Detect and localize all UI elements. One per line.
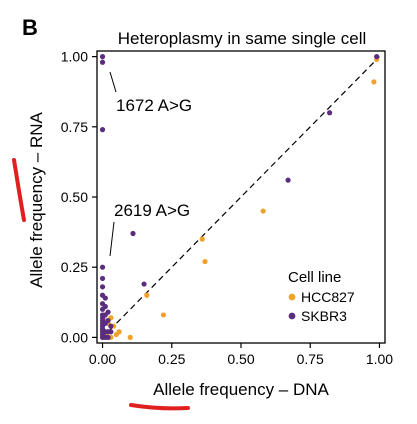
annotation-leader xyxy=(109,71,117,93)
legend: Cell line HCC827 SKBR3 xyxy=(288,269,355,324)
legend-swatch-hcc827 xyxy=(288,293,296,301)
legend-swatch-skbr3 xyxy=(288,312,296,320)
y-tick-label: 0.00 xyxy=(61,329,88,345)
annotation-label: 2619 A>G xyxy=(114,201,190,220)
point-hcc827 xyxy=(160,312,167,318)
annotation-leader xyxy=(109,221,115,257)
point-skbr3 xyxy=(99,264,106,270)
x-tick-label: 0.25 xyxy=(158,351,185,367)
x-tick-label: 0.75 xyxy=(297,351,324,367)
point-skbr3 xyxy=(327,110,333,116)
point-hcc827 xyxy=(199,236,205,242)
legend-label-skbr3: SKBR3 xyxy=(301,308,347,324)
point-skbr3 xyxy=(102,312,108,318)
pen-mark-horizontal xyxy=(129,403,190,411)
y-axis-label: Allele frequency – RNA xyxy=(27,111,46,287)
x-tick-label: 0.50 xyxy=(227,351,254,367)
point-skbr3 xyxy=(108,329,114,335)
legend-title: Cell line xyxy=(288,269,341,286)
point-hcc827 xyxy=(127,334,133,340)
x-tick-label: 1.00 xyxy=(366,351,393,367)
chart-title: Heteroplasmy in same single cell xyxy=(118,29,367,48)
point-skbr3 xyxy=(102,295,108,301)
diagonal-line xyxy=(102,56,380,338)
point-skbr3 xyxy=(105,317,111,324)
point-skbr3 xyxy=(99,54,106,60)
y-tick-label: 1.00 xyxy=(61,49,88,65)
point-skbr3 xyxy=(99,329,106,335)
data-points xyxy=(99,54,380,340)
point-skbr3 xyxy=(102,303,108,310)
legend-label-hcc827: HCC827 xyxy=(301,289,355,305)
point-hcc827 xyxy=(260,208,266,214)
point-skbr3 xyxy=(108,323,114,329)
axis-ticks: 0.00 0.25 0.50 0.75 1.00 0.00 0.25 0.50 0.75 1.00 xyxy=(61,49,394,367)
point-skbr3 xyxy=(99,59,106,65)
annotations: 1672 A>G 2619 A>G xyxy=(109,71,192,257)
point-skbr3 xyxy=(374,54,380,60)
point-skbr3 xyxy=(99,320,106,326)
pen-marks xyxy=(12,158,190,411)
y-tick-label: 0.75 xyxy=(61,119,88,135)
x-axis-label: Allele frequency – DNA xyxy=(153,380,329,399)
point-skbr3 xyxy=(99,275,106,282)
pen-mark-vertical xyxy=(12,158,26,222)
point-hcc827 xyxy=(202,258,208,265)
point-hcc827 xyxy=(144,292,150,298)
point-skbr3 xyxy=(99,284,106,290)
point-skbr3 xyxy=(102,334,108,340)
reference-line xyxy=(102,56,380,338)
point-hcc827 xyxy=(116,329,122,335)
point-skbr3 xyxy=(285,177,291,183)
x-tick-label: 0.00 xyxy=(89,351,116,367)
point-skbr3 xyxy=(141,281,147,287)
point-skbr3 xyxy=(130,230,136,237)
point-hcc827 xyxy=(371,79,377,85)
annotation-label: 1672 A>G xyxy=(116,96,192,115)
point-skbr3 xyxy=(99,127,106,133)
panel-letter: B xyxy=(22,15,38,40)
y-tick-label: 0.50 xyxy=(61,189,88,205)
y-tick-label: 0.25 xyxy=(61,259,88,275)
